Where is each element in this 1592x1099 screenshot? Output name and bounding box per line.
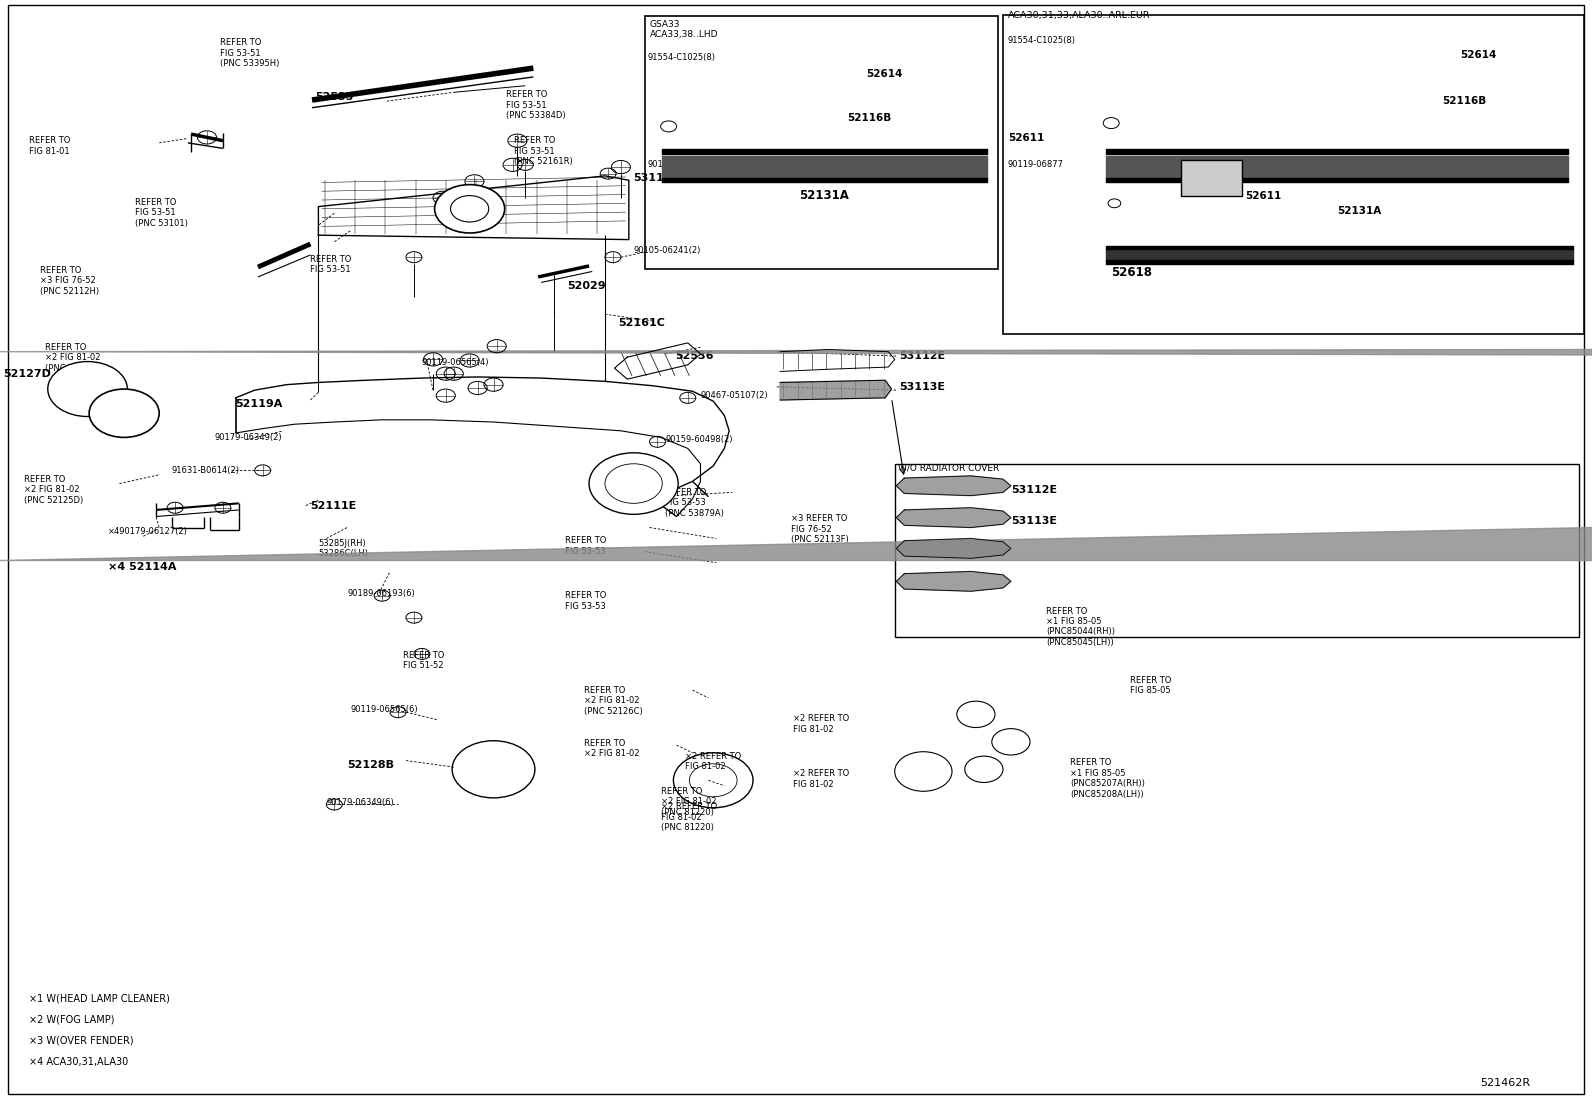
Bar — [1181, 160, 1242, 196]
Text: 90179-06349(6): 90179-06349(6) — [326, 798, 395, 807]
Text: REFER TO
FIG 51-52: REFER TO FIG 51-52 — [403, 651, 444, 670]
Text: 90119-06565(6): 90119-06565(6) — [350, 706, 417, 714]
Text: 53113E: 53113E — [1011, 515, 1057, 526]
Text: 52614: 52614 — [1460, 49, 1496, 60]
Polygon shape — [896, 571, 1011, 591]
Text: 52127D: 52127D — [3, 368, 51, 379]
Text: ×2 REFER TO
FIG 81-02: ×2 REFER TO FIG 81-02 — [793, 769, 849, 789]
Text: 53113E: 53113E — [899, 381, 946, 392]
Text: REFER TO
FIG 85-05: REFER TO FIG 85-05 — [1130, 676, 1172, 696]
Text: REFER TO
×3 FIG 76-52
(PNC 52112H): REFER TO ×3 FIG 76-52 (PNC 52112H) — [40, 266, 99, 296]
Polygon shape — [0, 349, 1592, 371]
Text: 90119-06877: 90119-06877 — [648, 160, 704, 169]
Text: ×2 REFER TO
FIG 81-02
(PNC 81220): ×2 REFER TO FIG 81-02 (PNC 81220) — [661, 802, 716, 832]
Text: REFER TO
FIG 53-53: REFER TO FIG 53-53 — [565, 536, 607, 556]
Text: 90467-05107(2): 90467-05107(2) — [700, 391, 767, 400]
Text: ×3 W(OVER FENDER): ×3 W(OVER FENDER) — [29, 1035, 134, 1046]
Circle shape — [605, 464, 662, 503]
Polygon shape — [780, 380, 892, 400]
Text: W/O RADIATOR COVER: W/O RADIATOR COVER — [898, 464, 1000, 473]
Text: REFER TO
FIG 53-53: REFER TO FIG 53-53 — [565, 591, 607, 611]
Text: REFER TO
×2 FIG 81-02
(PNC 52126C): REFER TO ×2 FIG 81-02 (PNC 52126C) — [584, 686, 643, 715]
Text: REFER TO
×2 FIG 81-02: REFER TO ×2 FIG 81-02 — [584, 739, 640, 758]
Text: REFER TO
FIG 53-51
(PNC 53384D): REFER TO FIG 53-51 (PNC 53384D) — [506, 90, 565, 120]
Text: ×2 REFER TO
FIG 81-02: ×2 REFER TO FIG 81-02 — [685, 752, 740, 771]
Text: 90179-06349(2): 90179-06349(2) — [215, 433, 282, 442]
Bar — [1003, 15, 1584, 334]
Text: 90105-06241(2): 90105-06241(2) — [634, 246, 700, 255]
Text: 52535: 52535 — [315, 91, 353, 102]
Polygon shape — [896, 476, 1011, 496]
Text: 52611: 52611 — [1245, 190, 1282, 201]
Text: ×4 52114A: ×4 52114A — [108, 562, 177, 573]
Text: 52119A: 52119A — [236, 399, 283, 410]
Text: ACA30,31,33,ALA30..ARL.EUR: ACA30,31,33,ALA30..ARL.EUR — [1008, 11, 1151, 20]
Circle shape — [48, 362, 127, 417]
Circle shape — [435, 185, 505, 233]
Text: 90119-06877: 90119-06877 — [1008, 160, 1063, 169]
Text: 90189-06193(6): 90189-06193(6) — [347, 589, 416, 598]
Text: 53285J(RH)
53286C(LH): 53285J(RH) 53286C(LH) — [318, 539, 368, 558]
Circle shape — [451, 196, 489, 222]
Text: REFER TO
FIG 81-01: REFER TO FIG 81-01 — [29, 136, 70, 156]
Text: 52618: 52618 — [1111, 266, 1153, 279]
Text: 52116B: 52116B — [1442, 96, 1487, 107]
Text: REFER TO
FIG 53-53
(PNC 53879A): REFER TO FIG 53-53 (PNC 53879A) — [665, 488, 724, 518]
Text: ×3 REFER TO
FIG 76-52
(PNC 52113F): ×3 REFER TO FIG 76-52 (PNC 52113F) — [791, 514, 849, 544]
Text: 52161C: 52161C — [618, 318, 664, 329]
Text: 521462R: 521462R — [1481, 1077, 1530, 1088]
Circle shape — [589, 453, 678, 514]
Circle shape — [89, 389, 159, 437]
Text: REFER TO
×2 FIG 81-02
(PNC 81220): REFER TO ×2 FIG 81-02 (PNC 81220) — [661, 787, 716, 817]
Text: REFER TO
×2 FIG 81-02
(PNC 81210): REFER TO ×2 FIG 81-02 (PNC 81210) — [45, 343, 100, 373]
Text: 91554-C1025(8): 91554-C1025(8) — [1008, 36, 1076, 45]
Text: REFER TO
×2 FIG 81-02
(PNC 52125D): REFER TO ×2 FIG 81-02 (PNC 52125D) — [24, 475, 83, 504]
Bar — [645, 16, 998, 269]
Text: GSA33
ACA33,38..LHD: GSA33 ACA33,38..LHD — [650, 20, 718, 40]
Text: 53112E: 53112E — [899, 351, 946, 362]
Text: 52611: 52611 — [1008, 133, 1044, 144]
Polygon shape — [896, 539, 1011, 558]
Text: 53112E: 53112E — [1011, 485, 1057, 496]
Text: ×1 W(HEAD LAMP CLEANER): ×1 W(HEAD LAMP CLEANER) — [29, 993, 169, 1004]
Text: 90159-60498(2): 90159-60498(2) — [665, 435, 732, 444]
Text: 52029: 52029 — [567, 280, 605, 291]
Text: ×2 REFER TO
FIG 81-02: ×2 REFER TO FIG 81-02 — [793, 714, 849, 734]
Bar — [895, 464, 1579, 637]
Text: 52131A: 52131A — [1337, 206, 1382, 217]
Text: 52128B: 52128B — [347, 759, 395, 770]
Text: 52111E: 52111E — [310, 500, 357, 511]
Text: ×490179-06127(2): ×490179-06127(2) — [108, 528, 188, 536]
Text: 52614: 52614 — [866, 68, 903, 79]
Text: REFER TO
FIG 53-51
(PNC 53101): REFER TO FIG 53-51 (PNC 53101) — [135, 198, 188, 227]
Text: REFER TO
×1 FIG 85-05
(PNC85207A(RH))
(PNC85208A(LH)): REFER TO ×1 FIG 85-05 (PNC85207A(RH)) (P… — [1070, 758, 1145, 799]
Text: 52116B: 52116B — [847, 112, 892, 123]
Text: REFER TO
FIG 53-51: REFER TO FIG 53-51 — [310, 255, 352, 275]
Text: REFER TO
FIG 53-51
(PNC 52161R): REFER TO FIG 53-51 (PNC 52161R) — [514, 136, 573, 166]
Text: REFER TO
FIG 53-51
(PNC 53395H): REFER TO FIG 53-51 (PNC 53395H) — [220, 38, 279, 68]
Text: 91631-B0614(2): 91631-B0614(2) — [172, 466, 240, 475]
Text: ×4 ACA30,31,ALA30: ×4 ACA30,31,ALA30 — [29, 1056, 127, 1067]
Text: ×2 W(FOG LAMP): ×2 W(FOG LAMP) — [29, 1014, 115, 1025]
Text: 52131A: 52131A — [799, 189, 849, 202]
Text: 53119E: 53119E — [634, 173, 680, 184]
Polygon shape — [0, 481, 1592, 560]
Polygon shape — [896, 508, 1011, 528]
Text: 52536: 52536 — [675, 351, 713, 362]
Text: 91554-C1025(8): 91554-C1025(8) — [648, 53, 716, 62]
Text: 90119-06565(4): 90119-06565(4) — [422, 358, 489, 367]
Text: REFER TO
×1 FIG 85-05
(PNC85044(RH))
(PNC85045(LH)): REFER TO ×1 FIG 85-05 (PNC85044(RH)) (PN… — [1046, 607, 1114, 647]
